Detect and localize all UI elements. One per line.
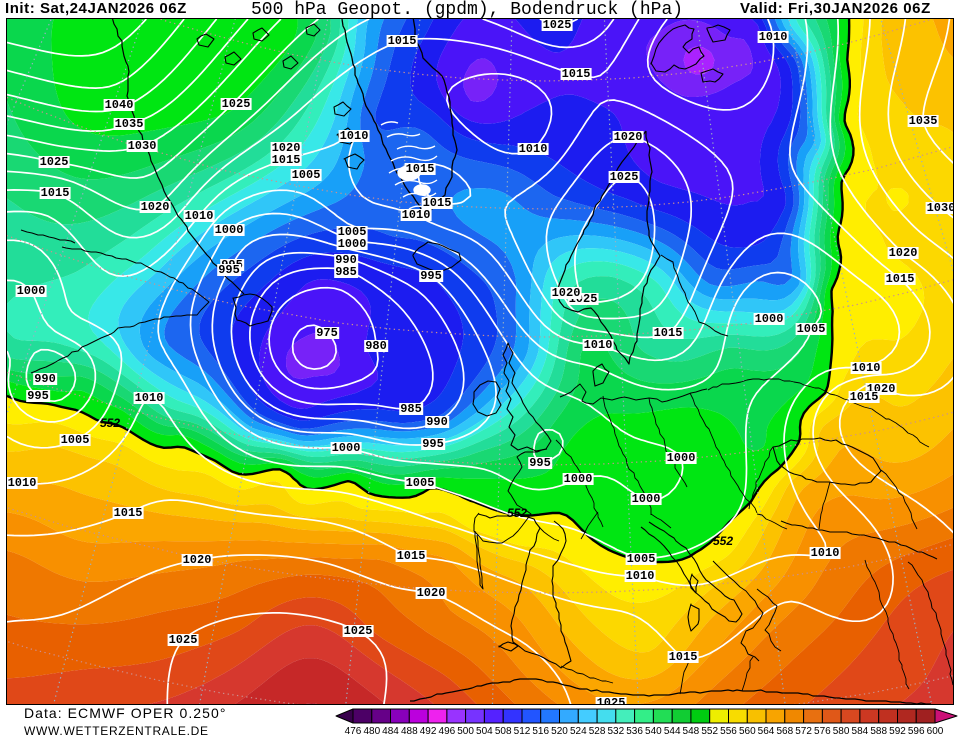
svg-text:572: 572	[795, 726, 812, 737]
svg-text:488: 488	[401, 726, 418, 737]
svg-text:496: 496	[439, 726, 456, 737]
svg-text:588: 588	[870, 726, 887, 737]
svg-text:484: 484	[382, 726, 399, 737]
svg-text:552: 552	[701, 726, 718, 737]
svg-text:560: 560	[739, 726, 756, 737]
svg-text:528: 528	[589, 726, 606, 737]
svg-text:532: 532	[607, 726, 624, 737]
svg-text:596: 596	[908, 726, 925, 737]
svg-text:524: 524	[570, 726, 587, 737]
svg-text:556: 556	[720, 726, 737, 737]
svg-text:540: 540	[645, 726, 662, 737]
svg-text:576: 576	[814, 726, 831, 737]
svg-text:520: 520	[551, 726, 568, 737]
svg-text:492: 492	[420, 726, 437, 737]
svg-text:600: 600	[927, 726, 944, 737]
svg-text:580: 580	[833, 726, 850, 737]
svg-text:516: 516	[532, 726, 549, 737]
svg-text:476: 476	[345, 726, 362, 737]
svg-text:500: 500	[457, 726, 474, 737]
svg-text:548: 548	[683, 726, 700, 737]
svg-text:564: 564	[758, 726, 775, 737]
svg-text:536: 536	[626, 726, 643, 737]
svg-text:584: 584	[852, 726, 869, 737]
svg-text:592: 592	[889, 726, 906, 737]
svg-text:508: 508	[495, 726, 512, 737]
svg-text:504: 504	[476, 726, 493, 737]
svg-text:568: 568	[776, 726, 793, 737]
svg-text:512: 512	[514, 726, 531, 737]
svg-text:544: 544	[664, 726, 681, 737]
svg-text:480: 480	[363, 726, 380, 737]
